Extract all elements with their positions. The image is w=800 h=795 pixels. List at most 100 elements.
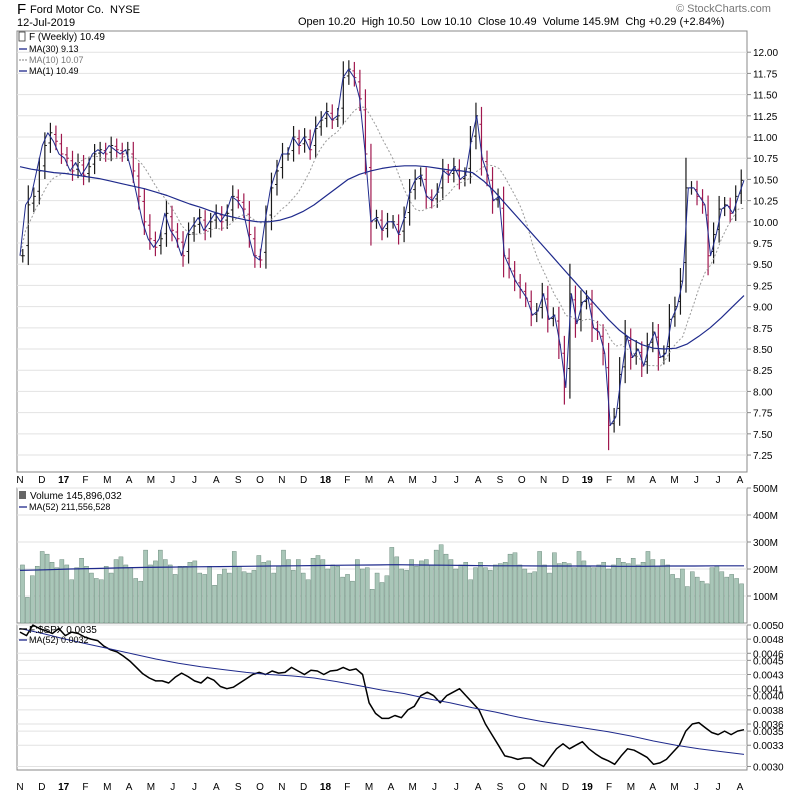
x-tick-label: J [716, 782, 721, 793]
y-tick-label: 0.0050 [753, 621, 784, 632]
volume-bar [714, 566, 720, 624]
volume-bar [625, 563, 631, 624]
volume-bar [694, 576, 700, 624]
volume-bar [704, 583, 710, 624]
chart-date: 12-Jul-2019 [17, 17, 76, 29]
y-tick-label: 9.25 [753, 281, 773, 292]
y-tick-label: 0.0046 [753, 649, 784, 660]
volume-bar [172, 574, 178, 624]
x-tick-label: J [170, 782, 175, 793]
volume-bar [34, 566, 40, 624]
volume-bar [123, 564, 129, 624]
ohlc-icon [18, 31, 26, 42]
y-tick-label: 8.25 [753, 366, 773, 377]
ma30-line [19, 165, 745, 350]
volume-bar [315, 555, 321, 624]
volume-bar [256, 555, 262, 624]
panel-frame-1 [16, 30, 748, 473]
volume-bar [517, 564, 523, 624]
x-tick-label: O [256, 782, 264, 793]
low-value: 10.10 [444, 16, 472, 28]
volume-bar [690, 571, 695, 624]
volume-bar [345, 574, 350, 624]
volume-bar [360, 568, 365, 624]
y-tick-label: 0.0035 [753, 727, 784, 738]
x-tick-label: M [409, 782, 417, 793]
volume-bar [566, 563, 572, 624]
x-tick-label: D [562, 475, 569, 486]
y-tick-label: 9.50 [753, 260, 773, 271]
x-tick-label: F [606, 475, 612, 486]
volume-bar [271, 572, 276, 624]
volume-bar [399, 568, 404, 624]
x-tick-label: A [737, 475, 744, 486]
volume-bar [527, 572, 533, 624]
ratio-line [19, 624, 745, 768]
volume-bar [665, 564, 670, 624]
volume-bar [675, 578, 680, 624]
x-tick-label: M [670, 475, 678, 486]
x-tick-label: F [344, 782, 350, 793]
x-tick-label: D [38, 475, 45, 486]
volume-bar [330, 564, 336, 624]
x-tick-label: S [235, 782, 242, 793]
ticker-symbol: F [17, 1, 27, 18]
x-tick-label: D [562, 782, 569, 793]
volume-bar [409, 559, 414, 624]
y-tick-label: 0.0033 [753, 741, 784, 752]
volume-bar [601, 562, 606, 624]
x-tick-label: S [235, 475, 242, 486]
volume-bar [163, 559, 168, 624]
x-tick-label: M [147, 475, 155, 486]
volume-bar [207, 566, 212, 624]
volume-bar [458, 564, 464, 624]
volume-bar [182, 566, 188, 624]
volume-bar [241, 571, 247, 624]
legend-label: MA(1) 10.49 [29, 66, 79, 76]
volume-bar [502, 562, 508, 624]
volume-bar [650, 559, 656, 624]
x-tick-label: J [694, 475, 699, 486]
x-tick-label: M [103, 475, 111, 486]
volume-bar [236, 566, 242, 624]
high-value: 10.50 [387, 16, 415, 28]
y-tick-label: 400M [753, 511, 778, 522]
volume-bar [621, 562, 626, 624]
volume-bar [64, 564, 70, 624]
close-label: Close [477, 16, 507, 28]
volume-bar [680, 568, 685, 624]
x-tick-label: 18 [320, 475, 332, 486]
y-tick-label: 0.0036 [753, 720, 784, 731]
volume-bar [364, 567, 370, 624]
watermark: © StockCharts.com [676, 3, 771, 15]
legend-label: MA(30) 9.13 [29, 44, 79, 54]
y-tick-label: 10.25 [753, 197, 778, 208]
volume-bar [212, 585, 217, 624]
x-tick-label: F [82, 782, 88, 793]
volume-bar [108, 572, 114, 624]
x-tick-label: M [627, 782, 635, 793]
y-tick-label: 9.00 [753, 303, 773, 314]
volume-bar [438, 544, 444, 624]
volume-bar [606, 568, 611, 624]
volume-bar [266, 560, 271, 624]
x-axis-bottom: N D 17 F M A M J J A S O N D 18 F M A M J J A S O N D 19 F M A M J J A [16, 782, 743, 793]
x-tick-label: 19 [582, 782, 594, 793]
volume-bar [576, 551, 582, 624]
volume-bar [660, 559, 665, 624]
volume-bar [453, 568, 459, 624]
volume-bar [507, 553, 513, 624]
volume-label: Volume [542, 16, 580, 28]
x-tick-label: A [649, 782, 656, 793]
x-tick-label: A [388, 782, 395, 793]
volume-bar [448, 559, 454, 624]
chg-value: +0.29 (+2.84%) [648, 16, 725, 28]
volume-bar [739, 583, 744, 624]
volume-bar [512, 552, 518, 624]
panel-frame-3 [16, 624, 748, 771]
x-tick-label: F [606, 782, 612, 793]
x-tick-label: O [256, 475, 264, 486]
volume-bar [532, 571, 537, 624]
volume-bar [276, 566, 281, 624]
